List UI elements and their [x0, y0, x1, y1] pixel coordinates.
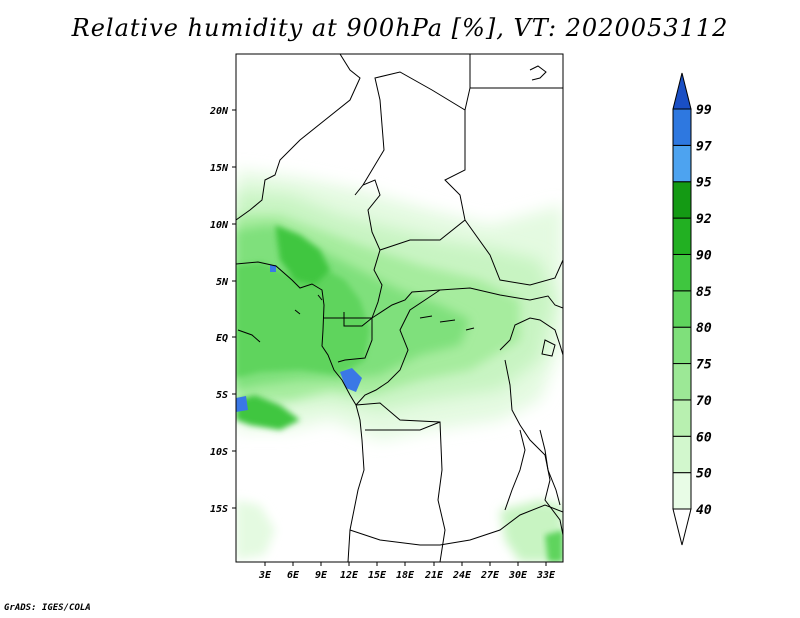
lon-label: 15E	[368, 570, 387, 581]
colorbar-segment	[672, 217, 692, 255]
lon-label: 6E	[287, 570, 300, 581]
credit-label: GrADS: IGES/COLA	[4, 603, 91, 613]
lat-label: 10S	[210, 447, 228, 458]
lat-label: 20N	[209, 106, 229, 117]
colorbar-label: 97	[696, 139, 712, 154]
lon-label: 3E	[258, 570, 272, 581]
colorbar-segment	[672, 399, 692, 437]
map-frame	[235, 53, 564, 563]
lon-labels: 3E 6E 9E 12E 15E 18E 21E 24E 27E 30E 33E	[258, 570, 556, 581]
borders	[236, 54, 563, 562]
lon-label: 30E	[508, 570, 528, 581]
lat-label: 5S	[216, 390, 228, 401]
humidity-band-90	[275, 225, 330, 285]
lat-label: 5N	[216, 277, 229, 288]
lon-label: 12E	[340, 570, 359, 581]
page-title: Relative humidity at 900hPa [%], VT: 202…	[71, 14, 729, 42]
humidity-band-97-spot-3	[270, 265, 276, 272]
colorbar-label: 70	[696, 394, 712, 409]
colorbar-segment	[672, 508, 692, 546]
colorbar-segment	[672, 326, 692, 365]
lat-label: 10N	[210, 220, 229, 231]
colorbar-label: 60	[696, 430, 712, 445]
lat-label: EQ	[216, 333, 228, 344]
lon-label: 21E	[424, 570, 444, 581]
colorbar-label: 40	[696, 503, 712, 518]
colorbar-label: 99	[696, 103, 712, 118]
colorbar-label: 75	[696, 358, 712, 373]
colorbar-segment	[672, 472, 692, 510]
lon-label: 27E	[480, 570, 500, 581]
colorbar-segment	[672, 290, 692, 328]
lat-label: 15N	[210, 163, 229, 174]
colorbar-segment	[672, 108, 692, 146]
lon-ticks	[264, 562, 547, 566]
colorbar-label: 80	[696, 321, 712, 336]
lat-ticks	[232, 109, 236, 509]
colorbar-label: 50	[696, 467, 712, 482]
lon-label: 24E	[452, 570, 472, 581]
lon-label: 18E	[396, 570, 415, 581]
humidity-band-sw	[236, 500, 275, 560]
colorbar-segment	[672, 253, 692, 292]
humidity-field	[236, 54, 563, 562]
colorbar-label: 85	[696, 285, 712, 300]
colorbar-label: 90	[696, 248, 712, 263]
lat-labels: 20N 15N 10N 5N EQ 5S 10S 15S	[209, 106, 229, 515]
humidity-band-se-dark	[545, 530, 563, 562]
colorbar-segment	[672, 435, 692, 474]
lon-label: 33E	[536, 570, 556, 581]
humidity-band-90-south	[236, 395, 300, 430]
colorbar-segment	[672, 181, 692, 219]
lat-label: 15S	[210, 504, 228, 515]
humidity-band-85	[236, 262, 370, 378]
lon-label: 9E	[315, 570, 328, 581]
colorbar-label: 95	[696, 176, 712, 191]
colorbar-label: 92	[696, 212, 712, 227]
colorbar-segment	[672, 72, 692, 110]
humidity-band-97-spot-2	[236, 396, 248, 412]
colorbar-segment	[672, 363, 692, 401]
colorbar: 40 50 60 70 75 80 85 90 92 95 97 99	[672, 72, 712, 546]
colorbar-segment	[672, 144, 692, 183]
